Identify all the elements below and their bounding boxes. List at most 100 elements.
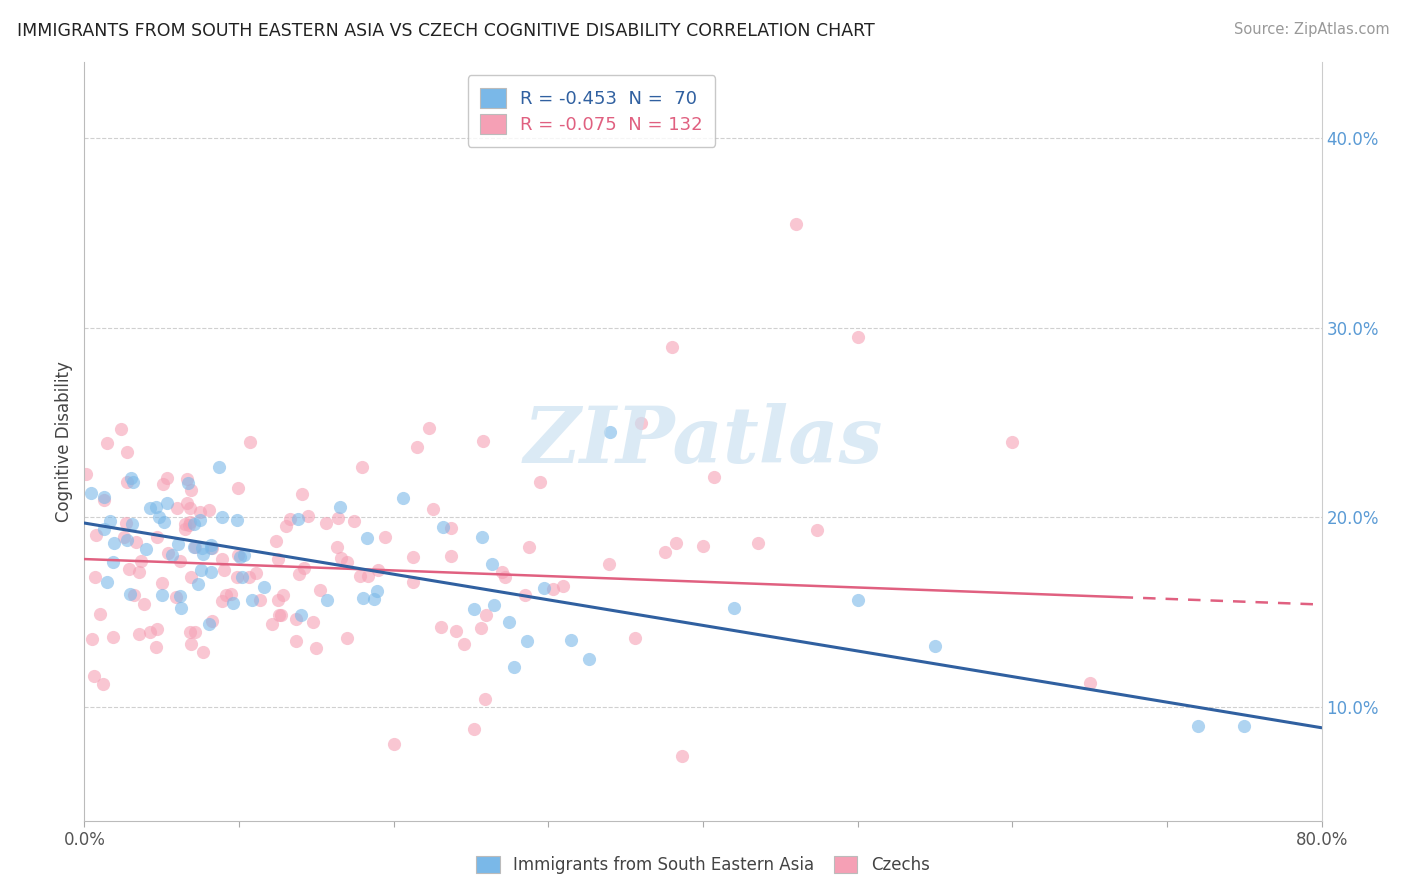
Point [661,340,683,354]
Point [402,549,425,564]
Point [183,516,205,531]
Point [198,503,221,517]
Point [430,620,453,634]
Point [654,545,676,559]
Point [188,513,211,527]
Point [150,575,173,590]
Point [183,540,205,554]
Point [193,645,215,659]
Point [214,589,236,603]
Point [191,548,214,562]
Point [83,669,105,683]
Point [444,624,467,639]
Point [239,434,262,449]
Point [475,608,498,623]
Point [363,591,385,606]
Point [115,444,138,458]
Point [1233,719,1256,733]
Point [291,487,314,501]
Point [200,565,222,579]
Point [494,570,516,584]
Point [166,537,188,551]
Point [226,570,249,584]
Point [560,632,582,647]
Point [326,540,349,554]
Point [270,607,292,622]
Point [418,421,440,435]
Point [198,616,221,631]
Point [103,631,125,645]
Point [401,575,423,590]
Point [173,517,195,532]
Point [517,541,540,555]
Point [846,330,869,344]
Point [529,475,551,490]
Point [266,552,288,566]
Point [103,535,125,549]
Point [315,516,337,531]
Point [264,534,287,549]
Text: Source: ZipAtlas.com: Source: ZipAtlas.com [1233,22,1389,37]
Point [166,501,188,516]
Point [806,523,828,537]
Point [176,496,198,510]
Point [124,588,146,602]
Point [1001,434,1024,449]
Point [498,615,520,629]
Point [924,640,946,654]
Point [665,536,688,550]
Point [179,501,201,516]
Point [179,515,201,529]
Point [238,569,260,583]
Point [692,539,714,553]
Point [343,515,366,529]
Point [226,548,249,562]
Point [271,588,294,602]
Point [278,512,301,526]
Point [176,472,198,486]
Point [274,518,297,533]
Point [1078,676,1101,690]
Point [200,537,222,551]
Text: IMMIGRANTS FROM SOUTH EASTERN ASIA VS CZECH COGNITIVE DISABILITY CORRELATION CHA: IMMIGRANTS FROM SOUTH EASTERN ASIA VS CZ… [17,22,875,40]
Point [191,541,214,555]
Point [440,549,463,563]
Y-axis label: Cognitive Disability: Cognitive Disability [55,361,73,522]
Point [287,511,309,525]
Point [190,563,212,577]
Point [169,554,191,568]
Point [267,593,290,607]
Point [551,579,574,593]
Point [146,622,169,636]
Point [152,477,174,491]
Point [128,627,150,641]
Point [157,546,180,560]
Point [463,722,485,736]
Point [367,563,389,577]
Point [513,587,536,601]
Point [145,640,167,655]
Point [190,505,212,519]
Point [179,624,201,639]
Point [114,530,136,544]
Point [89,607,111,621]
Point [245,566,267,581]
Point [169,590,191,604]
Point [352,591,374,606]
Point [578,651,600,665]
Point [249,593,271,607]
Point [723,600,745,615]
Point [297,509,319,524]
Point [470,621,492,635]
Point [292,560,315,574]
Point [160,549,183,563]
Point [785,217,807,231]
Point [179,518,201,533]
Point [75,467,97,481]
Point [671,748,693,763]
Point [93,522,115,536]
Point [422,502,444,516]
Point [226,481,249,495]
Point [262,616,284,631]
Point [211,552,233,566]
